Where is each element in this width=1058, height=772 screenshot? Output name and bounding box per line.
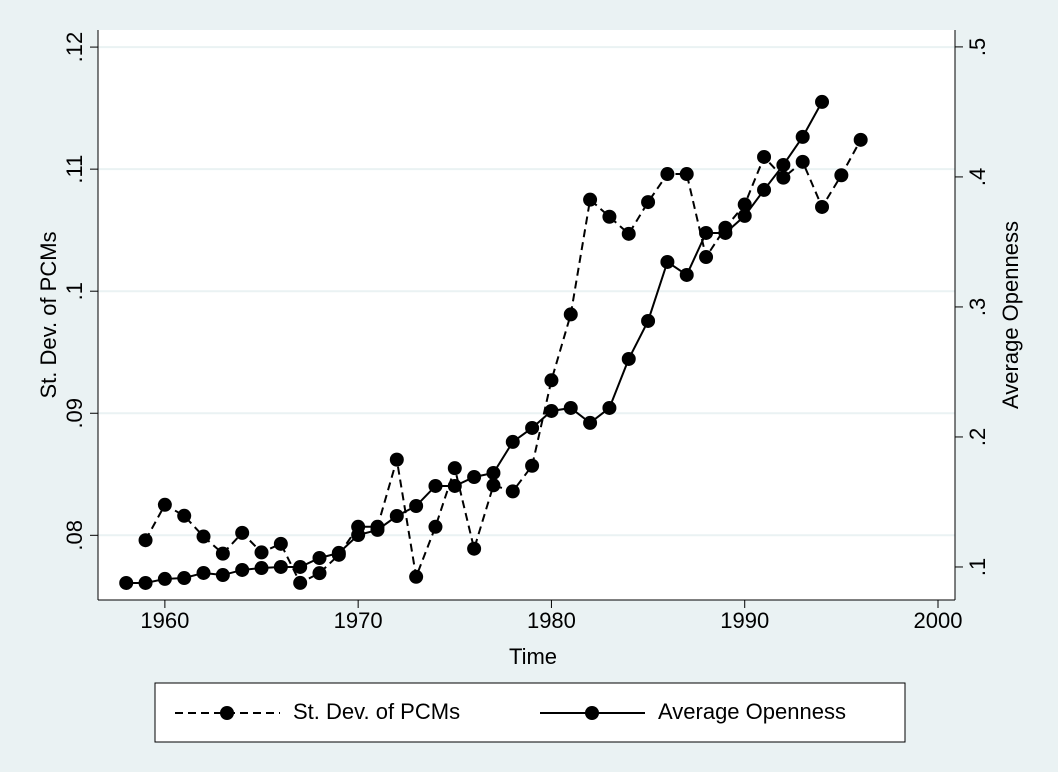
legend-label: St. Dev. of PCMs: [293, 699, 460, 724]
point: [447, 478, 462, 493]
point: [235, 562, 250, 577]
x-tick-label: 1960: [140, 608, 189, 633]
point: [563, 400, 578, 415]
point: [486, 478, 501, 493]
point: [795, 129, 810, 144]
point: [312, 551, 327, 566]
point: [293, 575, 308, 590]
point: [757, 149, 772, 164]
legend-label: Average Openness: [658, 699, 846, 724]
y-tick-label: .12: [62, 32, 87, 63]
legend-marker: [585, 706, 599, 720]
point: [119, 575, 134, 590]
point: [447, 461, 462, 476]
y2-axis-title: Average Openness: [998, 221, 1023, 409]
point: [583, 415, 598, 430]
point: [834, 168, 849, 183]
point: [737, 197, 752, 212]
point: [138, 533, 153, 548]
y-tick-label: .09: [62, 398, 87, 429]
point: [157, 571, 172, 586]
point: [505, 434, 520, 449]
point: [660, 167, 675, 182]
y2-tick-label: .1: [965, 558, 990, 576]
point: [544, 403, 559, 418]
point: [641, 313, 656, 328]
point: [757, 182, 772, 197]
point: [544, 373, 559, 388]
point: [563, 307, 578, 322]
point: [351, 527, 366, 542]
point: [312, 566, 327, 581]
point: [215, 546, 230, 561]
y2-tick-label: .3: [965, 298, 990, 316]
y-tick-label: .11: [62, 155, 87, 184]
point: [389, 509, 404, 524]
y2-tick-label: .2: [965, 428, 990, 446]
point: [679, 167, 694, 182]
plot-area: [98, 30, 955, 600]
point: [177, 571, 192, 586]
point: [467, 541, 482, 556]
point: [409, 569, 424, 584]
point: [815, 199, 830, 214]
point: [776, 157, 791, 172]
point: [486, 465, 501, 480]
point: [467, 470, 482, 485]
point: [699, 225, 714, 240]
point: [138, 575, 153, 590]
point: [660, 254, 675, 269]
y2-tick-label: .4: [965, 168, 990, 186]
point: [505, 484, 520, 499]
x-tick-label: 1970: [334, 608, 383, 633]
point: [737, 208, 752, 223]
point: [177, 508, 192, 523]
legend-marker: [220, 706, 234, 720]
point: [583, 192, 598, 207]
point: [273, 559, 288, 574]
point: [215, 568, 230, 583]
point: [602, 400, 617, 415]
point: [428, 478, 443, 493]
point: [273, 536, 288, 551]
point: [196, 529, 211, 544]
point: [718, 225, 733, 240]
point: [293, 559, 308, 574]
y-tick-label: .1: [62, 282, 87, 300]
point: [641, 195, 656, 210]
x-axis-title: Time: [509, 644, 557, 669]
point: [428, 519, 443, 534]
y-axis-title: St. Dev. of PCMs: [36, 231, 61, 398]
x-tick-label: 1980: [527, 608, 576, 633]
point: [853, 132, 868, 147]
point: [525, 458, 540, 473]
point: [254, 545, 269, 560]
y-tick-label: .08: [62, 520, 87, 551]
x-tick-label: 2000: [914, 608, 963, 633]
point: [331, 545, 346, 560]
point: [157, 497, 172, 512]
point: [409, 498, 424, 513]
point: [776, 170, 791, 185]
point: [602, 209, 617, 224]
point: [196, 565, 211, 580]
point: [795, 154, 810, 169]
point: [235, 525, 250, 540]
point: [370, 522, 385, 537]
x-tick-label: 1990: [720, 608, 769, 633]
point: [621, 351, 636, 366]
point: [525, 420, 540, 435]
point: [815, 94, 830, 109]
point: [389, 452, 404, 467]
y2-tick-label: .5: [965, 38, 990, 56]
point: [699, 250, 714, 265]
point: [679, 267, 694, 282]
point: [254, 561, 269, 576]
point: [621, 226, 636, 241]
